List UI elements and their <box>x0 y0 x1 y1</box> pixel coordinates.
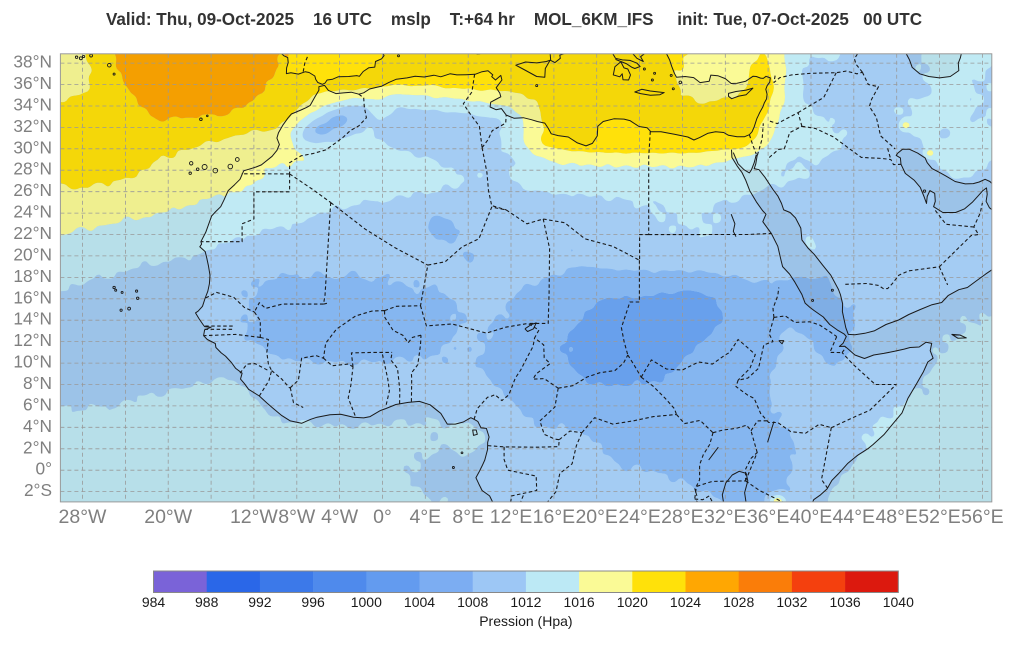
svg-text:1024: 1024 <box>670 594 701 610</box>
svg-text:0°: 0° <box>373 506 392 528</box>
svg-text:34°N: 34°N <box>13 95 52 115</box>
svg-text:56°E: 56°E <box>961 506 1004 528</box>
svg-text:18°N: 18°N <box>13 266 52 286</box>
svg-text:1036: 1036 <box>830 594 861 610</box>
svg-text:992: 992 <box>248 594 272 610</box>
svg-text:10°N: 10°N <box>13 352 52 372</box>
svg-text:40°E: 40°E <box>790 506 833 528</box>
svg-text:1000: 1000 <box>351 594 382 610</box>
svg-text:984: 984 <box>142 594 166 610</box>
svg-text:2°N: 2°N <box>23 437 52 457</box>
svg-text:996: 996 <box>301 594 325 610</box>
svg-text:16°N: 16°N <box>13 287 52 307</box>
svg-text:22°N: 22°N <box>13 223 52 243</box>
svg-text:20°N: 20°N <box>13 244 52 264</box>
svg-text:1008: 1008 <box>457 594 488 610</box>
svg-text:4°N: 4°N <box>23 416 52 436</box>
svg-text:52°E: 52°E <box>918 506 961 528</box>
svg-text:44°E: 44°E <box>833 506 876 528</box>
svg-text:8°E: 8°E <box>452 506 484 528</box>
svg-text:28°E: 28°E <box>661 506 704 528</box>
svg-text:988: 988 <box>195 594 219 610</box>
svg-text:36°N: 36°N <box>13 73 52 93</box>
svg-text:2°S: 2°S <box>24 480 52 500</box>
svg-text:24°E: 24°E <box>618 506 661 528</box>
svg-text:48°E: 48°E <box>875 506 918 528</box>
svg-text:1016: 1016 <box>564 594 595 610</box>
svg-text:1012: 1012 <box>510 594 541 610</box>
svg-text:26°N: 26°N <box>13 180 52 200</box>
svg-text:12°E: 12°E <box>490 506 533 528</box>
svg-text:1028: 1028 <box>723 594 754 610</box>
svg-text:14°N: 14°N <box>13 309 52 329</box>
svg-text:20°W: 20°W <box>144 506 192 528</box>
svg-text:24°N: 24°N <box>13 202 52 222</box>
svg-text:1004: 1004 <box>404 594 435 610</box>
svg-text:28°N: 28°N <box>13 159 52 179</box>
svg-text:16°E: 16°E <box>533 506 576 528</box>
svg-text:30°N: 30°N <box>13 137 52 157</box>
svg-text:4°W: 4°W <box>321 506 359 528</box>
svg-text:38°N: 38°N <box>13 52 52 72</box>
svg-text:6°N: 6°N <box>23 394 52 414</box>
svg-text:12°W: 12°W <box>230 506 278 528</box>
svg-text:28°W: 28°W <box>59 506 107 528</box>
svg-text:Valid: Thu, 09-Oct-2025 16: Valid: Thu, 09-Oct-2025 16 UTC mslp T:+6… <box>106 10 922 29</box>
svg-text:1040: 1040 <box>883 594 914 610</box>
svg-text:20°E: 20°E <box>575 506 618 528</box>
svg-text:4°E: 4°E <box>409 506 441 528</box>
svg-text:8°W: 8°W <box>278 506 316 528</box>
svg-text:8°N: 8°N <box>23 373 52 393</box>
svg-text:1020: 1020 <box>617 594 648 610</box>
svg-text:0°: 0° <box>35 459 52 479</box>
svg-text:12°N: 12°N <box>13 330 52 350</box>
svg-text:32°N: 32°N <box>13 116 52 136</box>
svg-text:32°E: 32°E <box>704 506 747 528</box>
svg-text:1032: 1032 <box>776 594 807 610</box>
svg-text:36°E: 36°E <box>747 506 790 528</box>
svg-text:Pression (Hpa): Pression (Hpa) <box>479 613 572 629</box>
